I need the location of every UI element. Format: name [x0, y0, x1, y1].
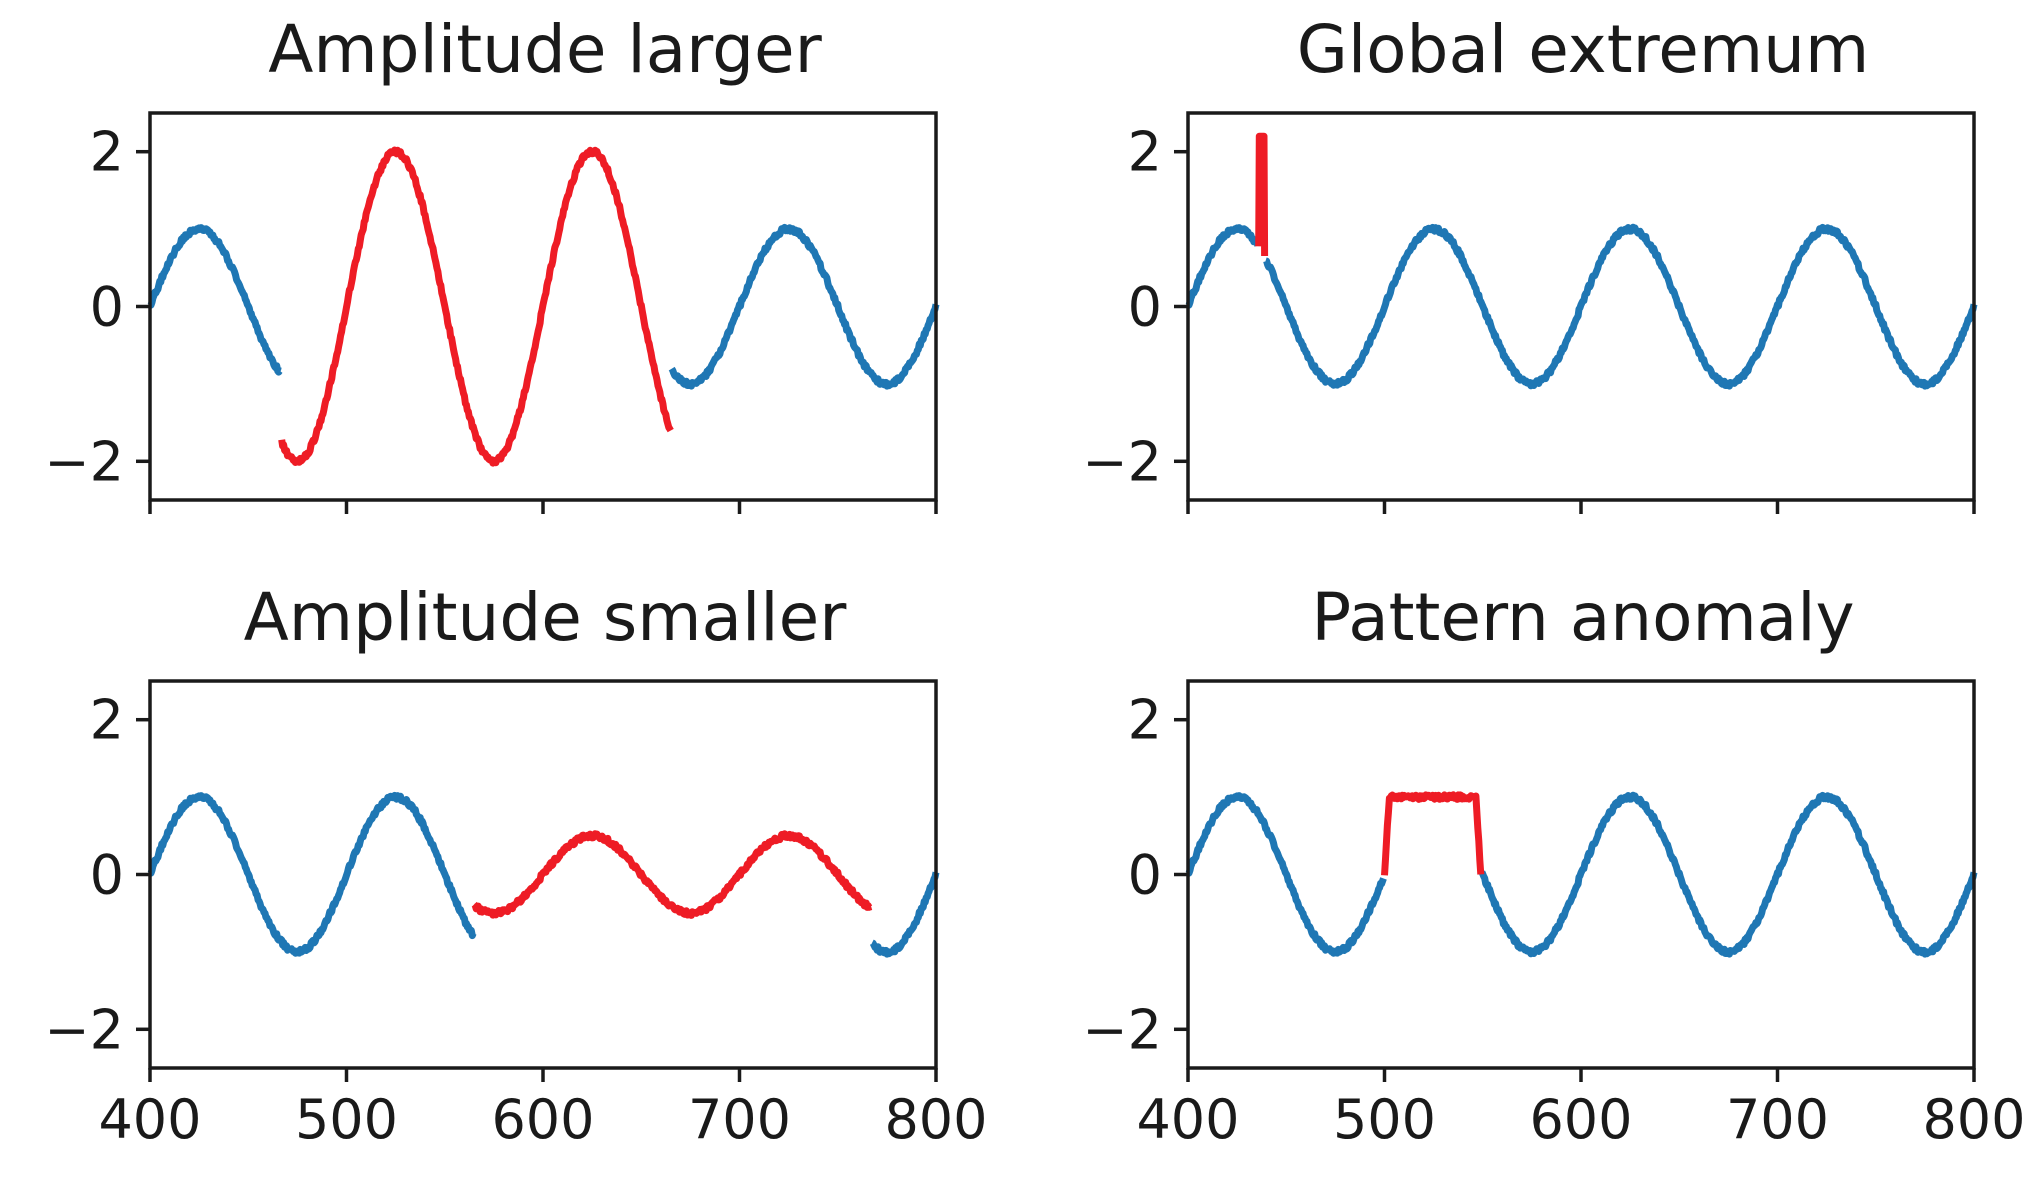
series-line-normal-before: [147, 791, 477, 957]
x-tick-label: 400: [98, 1088, 201, 1151]
series-line-normal-before: [1185, 224, 1262, 309]
y-tick-label: 2: [90, 121, 124, 184]
y-tick-label: 0: [1128, 276, 1162, 339]
series-line-anomaly: [1381, 791, 1485, 876]
x-tick-label: 500: [295, 1088, 398, 1151]
series-line-normal-after: [869, 871, 940, 958]
series-line-normal-after: [668, 223, 940, 390]
y-tick-label: −2: [1082, 998, 1162, 1061]
x-tick-label: 800: [1922, 1088, 2025, 1151]
x-tick-label: 400: [1136, 1088, 1239, 1151]
x-tick-label: 800: [884, 1088, 987, 1151]
x-tick-label: 700: [1726, 1088, 1829, 1151]
series-line-anomaly: [1255, 132, 1269, 257]
series-line-anomaly: [471, 830, 874, 919]
y-tick-label: 2: [1128, 689, 1162, 752]
y-tick-label: 0: [90, 276, 124, 339]
y-tick-label: 2: [1128, 121, 1162, 184]
x-tick-label: 700: [688, 1088, 791, 1151]
chart-title: Global extremum: [1297, 11, 1870, 88]
chart-title: Amplitude smaller: [244, 579, 848, 656]
series-line-normal-after: [1478, 791, 1978, 958]
y-tick-label: −2: [44, 998, 124, 1061]
series-line-normal-before: [1185, 792, 1387, 957]
chart-title: Pattern anomaly: [1311, 579, 1854, 656]
panel-pattern-anomaly: Pattern anomaly −2 0 2 400 500 600 700 800: [1082, 579, 2025, 1151]
series-line-normal-after: [1263, 223, 1978, 390]
series-line-normal-before: [147, 224, 284, 376]
y-tick-label: −2: [1082, 430, 1162, 493]
y-tick-label: 0: [1128, 844, 1162, 907]
x-tick-label: 600: [491, 1088, 594, 1151]
panel-amplitude-smaller: Amplitude smaller −2 0 2 400 500 600 700 800: [44, 579, 987, 1151]
y-tick-label: 0: [90, 844, 124, 907]
panel-global-extremum: Global extremum −2 0 2: [1082, 11, 1978, 514]
x-tick-label: 600: [1529, 1088, 1632, 1151]
panel-amplitude-larger: Amplitude larger −2 0 2: [44, 11, 940, 514]
y-tick-label: 2: [90, 689, 124, 752]
series-line-anomaly: [278, 146, 674, 467]
x-tick-label: 500: [1333, 1088, 1436, 1151]
chart-title: Amplitude larger: [268, 11, 822, 88]
y-tick-label: −2: [44, 430, 124, 493]
